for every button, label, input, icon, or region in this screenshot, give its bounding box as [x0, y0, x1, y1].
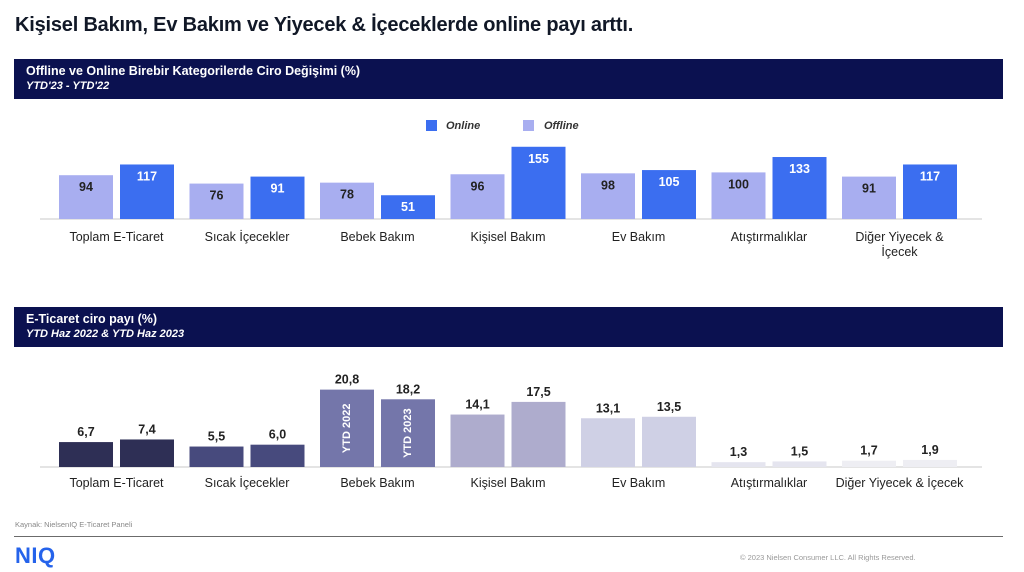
bar-ytd-2022-at-t-rmal-klar: [711, 462, 766, 467]
chart2-title-band: E-Ticaret ciro payı (%) YTD Haz 2022 & Y…: [14, 307, 1003, 347]
bar-ytd-2023-bebek-bak-m: [381, 399, 435, 467]
category-label-toplam-e-ticaret: Toplam E-Ticaret: [69, 476, 164, 490]
bar-ytd-2022-ev-bak-m: [581, 418, 635, 467]
category-label-ki-isel-bak-m: Kişisel Bakım: [470, 230, 545, 244]
legend-swatch-offline: [523, 120, 534, 131]
legend-label-online: Online: [446, 120, 480, 132]
bar-online-s-cak-i-ecekler: [250, 176, 305, 219]
category-label-toplam-e-ticaret: Toplam E-Ticaret: [69, 230, 164, 244]
bar-offline-toplam-e-ticaret: [59, 175, 113, 219]
category-label-s-cak-i-ecekler: Sıcak İçecekler: [205, 230, 290, 244]
value-label-ytd-2023-s-cak-i-ecekler: 6,0: [269, 428, 286, 442]
value-label-online-ev-bak-m: 105: [659, 175, 680, 189]
category-label-s-cak-i-ecekler: Sıcak İçecekler: [205, 476, 290, 490]
category-label-at-t-rmal-klar: Atıştırmalıklar: [731, 230, 807, 244]
bar-offline-ki-isel-bak-m: [450, 174, 505, 219]
value-label-ytd-2023-bebek-bak-m: 18,2: [396, 382, 420, 396]
value-label-offline-ev-bak-m: 98: [601, 178, 615, 192]
value-label-online-s-cak-i-ecekler: 91: [271, 182, 285, 196]
value-label-ytd-2022-at-t-rmal-klar: 1,3: [730, 445, 747, 459]
value-label-ytd-2023-at-t-rmal-klar: 1,5: [791, 444, 808, 458]
bar-online-at-t-rmal-klar: [772, 157, 827, 219]
value-label-ytd-2023-ki-isel-bak-m: 17,5: [526, 385, 550, 399]
bar-series-label-ytd-2022: YTD 2022: [341, 404, 353, 454]
bar-ytd-2023-ev-bak-m: [642, 416, 696, 467]
copyright-note: © 2023 Nielsen Consumer LLC. All Rights …: [740, 553, 916, 562]
bar-offline-bebek-bak-m: [320, 182, 374, 219]
category-label-ev-bak-m: Ev Bakım: [612, 230, 666, 244]
value-label-offline-bebek-bak-m: 78: [340, 188, 354, 202]
bar-ytd-2022-s-cak-i-ecekler: [189, 446, 244, 467]
bar-online-ki-isel-bak-m: [511, 146, 566, 219]
value-label-ytd-2022-di-er-yiyecek-i-ecek: 1,7: [860, 444, 877, 458]
page-headline: Kişisel Bakım, Ev Bakım ve Yiyecek & İçe…: [15, 14, 634, 36]
value-label-ytd-2022-bebek-bak-m: 20,8: [335, 373, 359, 387]
category-label-bebek-bak-m: Bebek Bakım: [340, 230, 414, 244]
category-label-di-er-yiyecek-i-ecek: Diğer Yiyecek & İçecek: [836, 476, 965, 490]
chart2-subtitle: YTD Haz 2022 & YTD Haz 2023: [26, 328, 185, 340]
bar-ytd-2023-toplam-e-ticaret: [120, 439, 174, 467]
value-label-online-at-t-rmal-klar: 133: [789, 162, 810, 176]
bar-online-bebek-bak-m: [381, 195, 435, 219]
value-label-ytd-2022-ev-bak-m: 13,1: [596, 401, 620, 415]
value-label-online-di-er-yiyecek-i-ecek: 117: [920, 169, 940, 183]
category-label-bebek-bak-m: Bebek Bakım: [340, 476, 414, 490]
legend-label-offline: Offline: [544, 120, 579, 132]
bar-ytd-2023-ki-isel-bak-m: [511, 401, 566, 467]
bar-online-di-er-yiyecek-i-ecek: [903, 164, 957, 219]
chart2-title: E-Ticaret ciro payı (%): [26, 312, 158, 326]
value-label-ytd-2022-s-cak-i-ecekler: 5,5: [208, 430, 225, 444]
chart1-bar-chart: Online Offline 94 117 Toplam E-Ticaret 76 91 Sı…: [40, 120, 982, 259]
bar-ytd-2023-di-er-yiyecek-i-ecek: [903, 459, 957, 467]
chart1-subtitle: YTD'23 - YTD'22: [26, 80, 110, 92]
bar-ytd-2022-ki-isel-bak-m: [450, 414, 505, 467]
bar-ytd-2022-bebek-bak-m: [320, 389, 374, 467]
value-label-offline-di-er-yiyecek-i-ecek: 91: [862, 182, 876, 196]
value-label-ytd-2023-ev-bak-m: 13,5: [657, 400, 681, 414]
chart1-title: Offline ve Online Birebir Kategorilerde …: [26, 64, 361, 78]
bar-offline-ev-bak-m: [581, 173, 635, 219]
bar-offline-di-er-yiyecek-i-ecek: [842, 176, 896, 219]
category-label-di-er-yiyecek-i-ecek: Diğer Yiyecek & İçecek: [855, 230, 944, 259]
value-label-ytd-2022-toplam-e-ticaret: 6,7: [77, 425, 94, 439]
chart2-bar-chart: 6,7 7,4 Toplam E-Ticaret 5,5 6,0 Sıcak İçecek…: [40, 373, 982, 490]
niq-logo: NIQ: [15, 543, 56, 568]
bar-online-ev-bak-m: [642, 170, 696, 219]
category-label-at-t-rmal-klar: Atıştırmalıklar: [731, 476, 807, 490]
value-label-online-bebek-bak-m: 51: [401, 200, 415, 214]
value-label-ytd-2023-di-er-yiyecek-i-ecek: 1,9: [921, 443, 938, 457]
bar-ytd-2023-s-cak-i-ecekler: [250, 444, 305, 467]
bar-online-toplam-e-ticaret: [120, 164, 174, 219]
bar-offline-at-t-rmal-klar: [711, 172, 766, 219]
value-label-offline-at-t-rmal-klar: 100: [728, 177, 749, 191]
bar-ytd-2022-toplam-e-ticaret: [59, 442, 113, 467]
footer-divider: [14, 536, 1003, 537]
bar-ytd-2023-at-t-rmal-klar: [772, 461, 827, 467]
bar-ytd-2022-di-er-yiyecek-i-ecek: [842, 460, 896, 467]
value-label-online-toplam-e-ticaret: 117: [137, 169, 157, 183]
value-label-offline-ki-isel-bak-m: 96: [471, 179, 485, 193]
chart1-legend: Online Offline: [426, 120, 579, 132]
value-label-offline-toplam-e-ticaret: 94: [79, 180, 93, 194]
category-label-ev-bak-m: Ev Bakım: [612, 476, 666, 490]
bar-series-label-ytd-2023: YTD 2023: [402, 408, 414, 458]
category-label-ki-isel-bak-m: Kişisel Bakım: [470, 476, 545, 490]
value-label-online-ki-isel-bak-m: 155: [528, 152, 549, 166]
value-label-ytd-2023-toplam-e-ticaret: 7,4: [138, 422, 155, 436]
legend-swatch-online: [426, 120, 437, 131]
source-note: Kaynak: NielsenIQ E-Ticaret Paneli: [15, 520, 133, 529]
value-label-ytd-2022-ki-isel-bak-m: 14,1: [465, 398, 489, 412]
bar-offline-s-cak-i-ecekler: [189, 183, 244, 219]
chart1-title-band: Offline ve Online Birebir Kategorilerde …: [14, 59, 1003, 99]
value-label-offline-s-cak-i-ecekler: 76: [210, 189, 224, 203]
